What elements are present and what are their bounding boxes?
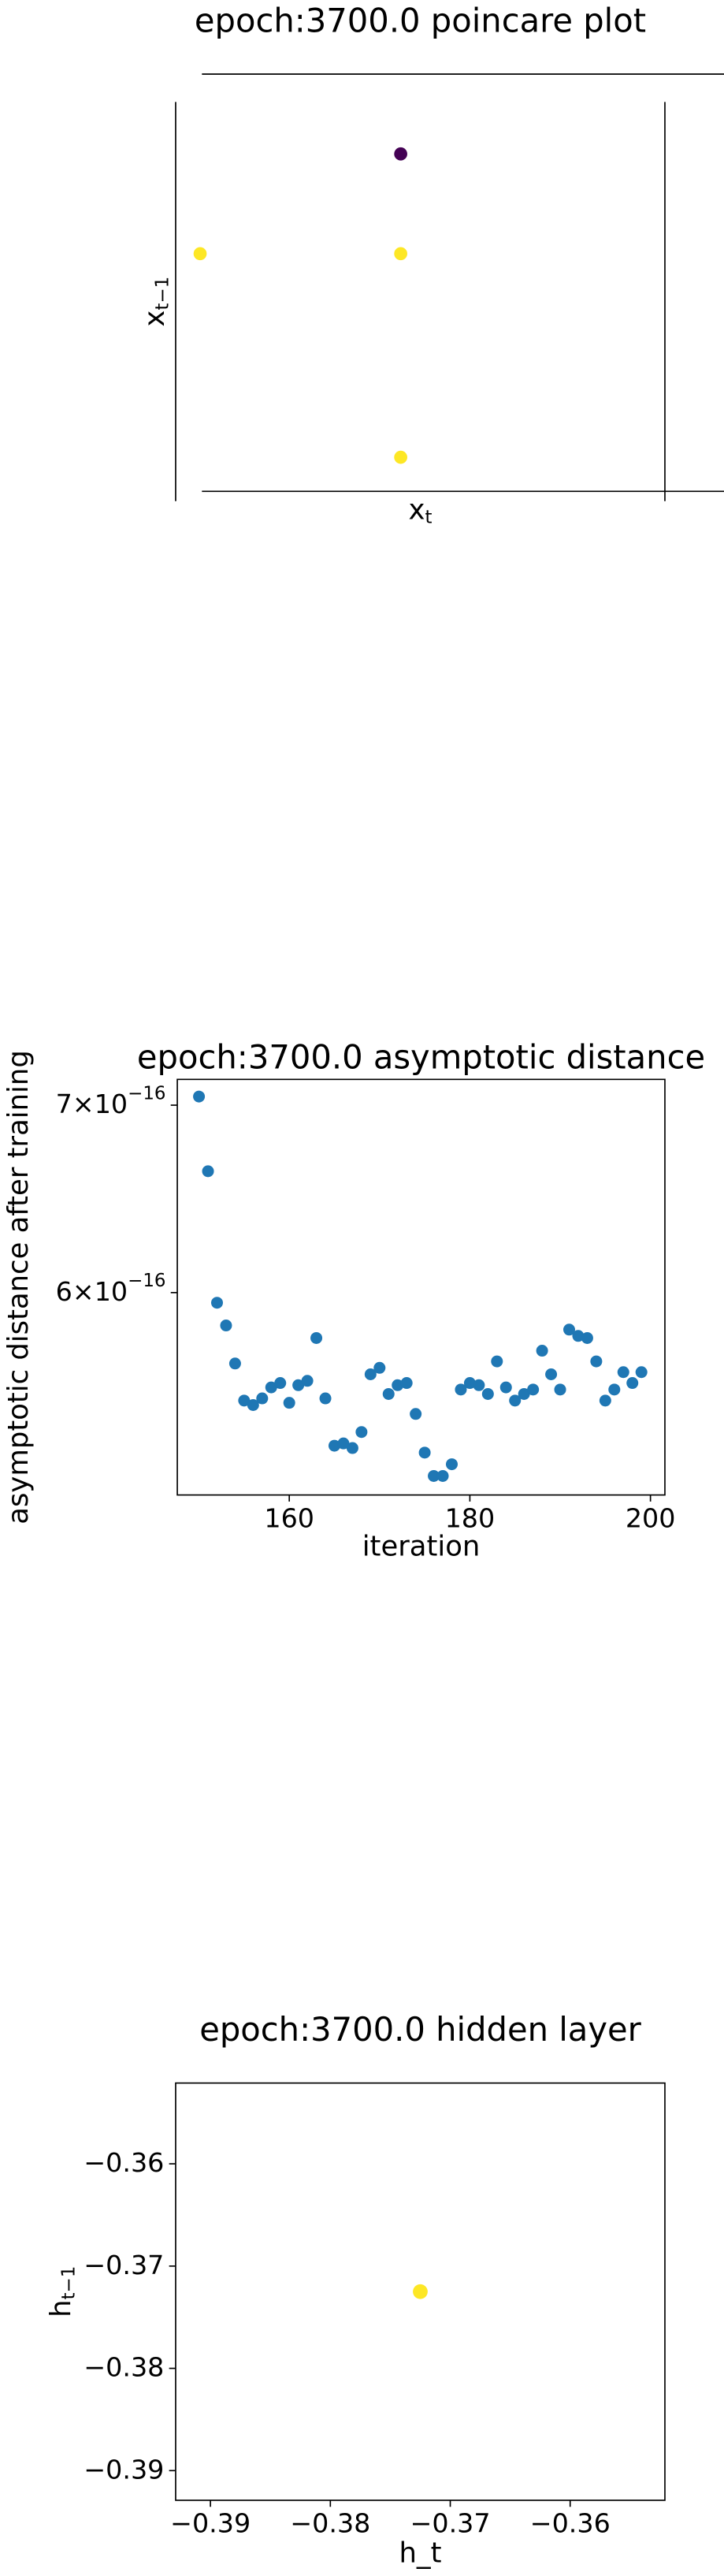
data-point <box>337 1437 350 1450</box>
chart-title: epoch:3700.0 poincare plot <box>195 1 646 39</box>
y-tick-label: −0.36 <box>84 2147 164 2178</box>
data-point <box>554 1383 566 1396</box>
data-point <box>394 450 407 464</box>
data-point <box>283 1397 295 1409</box>
data-point <box>473 1379 485 1391</box>
data-point <box>481 1387 494 1400</box>
x-axis-label: h_t <box>399 2537 441 2570</box>
data-point <box>210 1297 223 1309</box>
y-axis-label-text: asymptotic distance after training <box>2 1050 35 1524</box>
x-tick-label: −0.38 <box>290 2508 370 2539</box>
data-point <box>346 1442 358 1454</box>
data-point <box>265 1381 277 1394</box>
x-axis-label-text: x <box>409 493 425 526</box>
x-tick-label: 200 <box>626 1502 676 1533</box>
data-point <box>382 1387 395 1400</box>
data-point <box>418 1446 431 1459</box>
y-tick-label: −0.38 <box>84 2351 164 2382</box>
y-tick-label: 6×10−16 <box>56 1271 166 1307</box>
data-point <box>413 2284 428 2299</box>
y-axis-label: ht−1 <box>45 2266 79 2317</box>
data-point <box>400 1377 413 1390</box>
data-point <box>328 1439 340 1452</box>
data-point <box>355 1426 368 1439</box>
data-point <box>292 1379 305 1391</box>
data-point <box>455 1383 467 1396</box>
data-point <box>599 1394 611 1407</box>
data-point <box>499 1381 512 1394</box>
data-point <box>445 1458 458 1471</box>
data-point <box>635 1366 648 1379</box>
x-tick-label: 160 <box>264 1502 314 1533</box>
x-axis-label: xt <box>409 493 433 527</box>
data-point <box>274 1377 287 1390</box>
y-tick-label-text: 7×10 <box>56 1089 128 1119</box>
data-point <box>202 1165 214 1178</box>
data-point <box>626 1377 639 1390</box>
data-point <box>394 247 407 261</box>
data-point <box>238 1394 251 1407</box>
x-axis-label-text: iteration <box>362 1530 481 1562</box>
data-point <box>590 1355 603 1368</box>
data-point <box>193 1090 206 1103</box>
data-point <box>572 1330 585 1342</box>
x-tick-label: −0.39 <box>170 2508 251 2539</box>
data-point <box>562 1323 575 1336</box>
data-point <box>392 1379 404 1391</box>
data-point <box>310 1331 323 1344</box>
data-point <box>319 1392 332 1405</box>
y-axis-label-text: x <box>139 311 171 327</box>
data-point <box>364 1368 377 1380</box>
data-point <box>394 147 407 161</box>
y-axis-label-subscript: t−1 <box>58 2266 79 2300</box>
y-tick-label-text: −0.38 <box>84 2351 164 2382</box>
data-point <box>436 1469 449 1482</box>
x-axis-label-subscript: t <box>425 507 432 527</box>
data-point <box>428 1469 440 1482</box>
data-point <box>247 1398 259 1411</box>
x-tick-label: −0.36 <box>530 2508 611 2539</box>
y-tick-label-text: −0.36 <box>84 2147 164 2178</box>
chart-title: epoch:3700.0 asymptotic distance <box>137 1037 705 1076</box>
data-point <box>256 1392 269 1405</box>
data-point <box>193 247 207 261</box>
y-axis-label-subscript: t−1 <box>152 277 173 311</box>
data-point <box>373 1361 386 1374</box>
y-axis-label: xt−1 <box>139 277 173 327</box>
data-point <box>536 1345 548 1357</box>
y-tick-label: −0.39 <box>84 2454 164 2485</box>
data-point <box>491 1355 503 1368</box>
data-point <box>410 1408 422 1420</box>
y-axis-label-text: h <box>45 2299 77 2317</box>
data-point <box>581 1331 593 1344</box>
x-axis-label-text: h_t <box>399 2537 441 2570</box>
plot-frame <box>175 2082 666 2501</box>
y-tick-label-exponent: −16 <box>128 1271 165 1291</box>
y-axis-label: asymptotic distance after training <box>2 1050 35 1524</box>
x-axis-label: iteration <box>362 1530 481 1562</box>
data-point <box>545 1368 558 1380</box>
y-tick-label: −0.37 <box>84 2249 164 2280</box>
data-point <box>509 1394 522 1407</box>
y-tick-label-text: −0.37 <box>84 2249 164 2280</box>
data-point <box>617 1366 629 1379</box>
data-point <box>301 1375 314 1387</box>
y-tick-label-text: −0.39 <box>84 2454 164 2485</box>
data-point <box>220 1320 232 1332</box>
data-point <box>518 1387 530 1400</box>
y-tick-label-exponent: −16 <box>128 1083 165 1104</box>
x-tick-label: −0.37 <box>410 2508 490 2539</box>
data-point <box>463 1377 476 1390</box>
plot-frame <box>176 1078 666 1496</box>
y-tick-label-text: 6×10 <box>56 1275 128 1306</box>
data-point <box>228 1357 241 1370</box>
y-tick-label: 7×10−16 <box>56 1083 166 1119</box>
chart-title: epoch:3700.0 hidden layer <box>199 2010 641 2049</box>
data-point <box>608 1383 621 1396</box>
x-tick-label: 180 <box>445 1502 496 1533</box>
data-point <box>527 1383 540 1396</box>
